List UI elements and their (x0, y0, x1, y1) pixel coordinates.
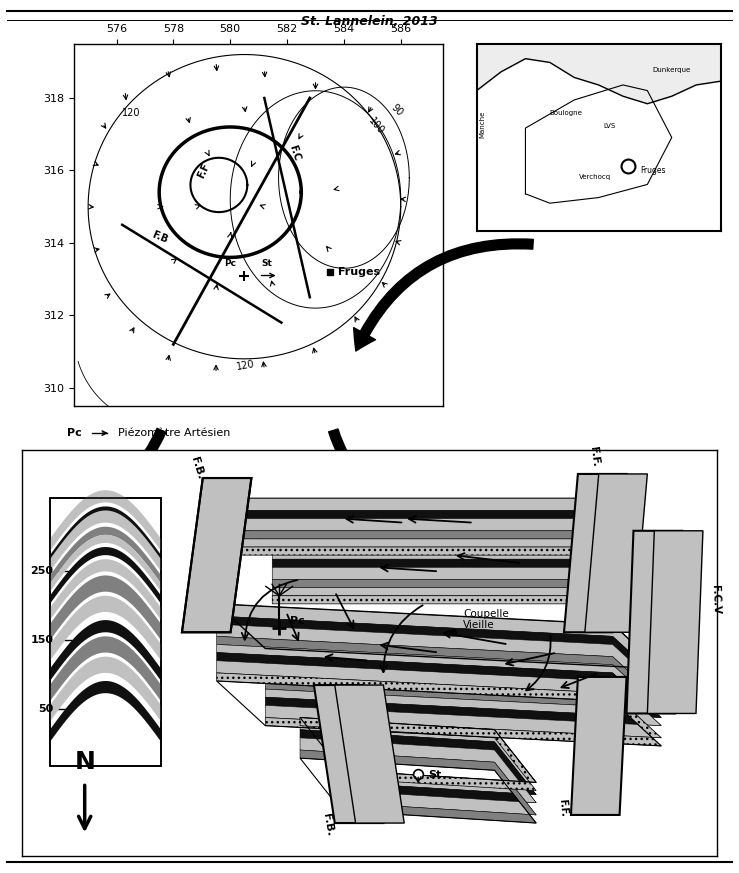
Polygon shape (217, 604, 661, 681)
Text: Pc: Pc (225, 259, 236, 269)
Text: F.B.: F.B. (321, 813, 335, 837)
Polygon shape (571, 677, 627, 815)
Polygon shape (314, 685, 384, 823)
Text: 100: 100 (367, 116, 386, 136)
Polygon shape (50, 506, 161, 563)
Polygon shape (300, 718, 537, 791)
Polygon shape (50, 498, 161, 766)
Polygon shape (564, 474, 627, 632)
Polygon shape (217, 644, 661, 718)
Text: F.B: F.B (151, 230, 169, 245)
Text: F.F.: F.F. (557, 798, 568, 817)
Text: St. Lannelein, 2013: St. Lannelein, 2013 (301, 15, 438, 28)
Text: 150: 150 (30, 636, 53, 645)
Polygon shape (300, 738, 537, 815)
Text: F.F.: F.F. (588, 446, 601, 468)
Polygon shape (50, 620, 161, 681)
Polygon shape (647, 531, 703, 713)
Text: Piézomètre Artésien: Piézomètre Artésien (118, 428, 231, 437)
FancyArrowPatch shape (354, 239, 534, 351)
Polygon shape (217, 673, 661, 746)
Text: Boulogne: Boulogne (550, 110, 582, 116)
Polygon shape (50, 526, 161, 583)
Text: F.B:: F.B: (67, 533, 89, 543)
Text: 90: 90 (389, 102, 405, 118)
Text: Fruges: Fruges (338, 267, 381, 277)
Text: 250: 250 (30, 567, 53, 576)
Text: Manche: Manche (479, 111, 485, 139)
Text: (La position des failles est schématique): (La position des failles est schématique… (67, 608, 276, 619)
Text: Fruges: Fruges (640, 166, 666, 175)
Text: 50: 50 (38, 705, 53, 714)
Text: Faille de Bellevue: Faille de Bellevue (133, 533, 231, 543)
Polygon shape (50, 511, 161, 571)
Polygon shape (217, 661, 661, 738)
Polygon shape (50, 535, 161, 592)
Text: St: St (429, 770, 442, 780)
Text: F.C: F.C (287, 143, 302, 162)
Polygon shape (50, 491, 161, 551)
Polygon shape (202, 498, 661, 547)
Text: Verchocq: Verchocq (579, 174, 611, 180)
Text: St: St (67, 464, 80, 474)
Text: F.F: F.F (196, 162, 212, 180)
Text: Dunkerque: Dunkerque (653, 67, 690, 72)
Polygon shape (202, 498, 661, 560)
Polygon shape (335, 685, 404, 823)
Text: Sources de la Traxènne: Sources de la Traxènne (118, 464, 248, 474)
Polygon shape (202, 531, 661, 588)
Polygon shape (217, 624, 661, 701)
Polygon shape (300, 718, 537, 794)
FancyArrowPatch shape (69, 429, 166, 515)
FancyArrowPatch shape (329, 429, 418, 516)
Polygon shape (217, 652, 661, 725)
Polygon shape (202, 539, 661, 595)
Text: LVS: LVS (604, 123, 616, 129)
Polygon shape (300, 730, 537, 803)
Text: Pc: Pc (290, 616, 304, 626)
Polygon shape (217, 636, 661, 710)
Text: F.F:: F.F: (67, 500, 88, 510)
Polygon shape (50, 656, 161, 722)
Text: Faille de Coupelle: Faille de Coupelle (133, 566, 231, 575)
Text: 120: 120 (122, 108, 140, 118)
Polygon shape (585, 474, 647, 632)
Polygon shape (182, 478, 251, 632)
Text: Faille de Fruges: Faille de Fruges (133, 500, 219, 510)
Text: F.C:: F.C: (67, 566, 89, 575)
Polygon shape (50, 560, 161, 620)
Text: F.B.: F.B. (189, 456, 205, 480)
Polygon shape (300, 750, 537, 823)
Polygon shape (217, 616, 661, 689)
Polygon shape (202, 519, 661, 580)
Text: Coupelle
Vieille: Coupelle Vieille (463, 608, 509, 630)
Text: Pc: Pc (67, 428, 81, 437)
Polygon shape (50, 575, 161, 641)
Polygon shape (202, 547, 661, 604)
Text: St: St (262, 259, 273, 269)
Polygon shape (50, 595, 161, 661)
Polygon shape (50, 681, 161, 742)
Text: F.C.V: F.C.V (710, 584, 721, 614)
Polygon shape (50, 547, 161, 604)
Text: N: N (74, 751, 95, 774)
Text: 120: 120 (236, 359, 256, 372)
Polygon shape (627, 531, 682, 713)
Polygon shape (202, 511, 661, 567)
Polygon shape (50, 636, 161, 701)
